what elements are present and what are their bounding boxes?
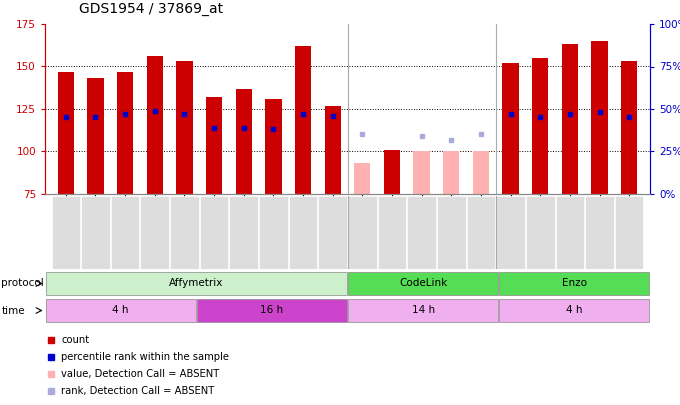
Bar [473,151,489,194]
Text: Enzo: Enzo [562,278,587,288]
Bar [466,196,495,269]
Bar [348,196,377,269]
Bar [87,79,103,194]
Bar [197,299,347,322]
Bar [499,299,649,322]
Bar [532,58,549,194]
Bar [46,272,347,295]
Bar [585,196,614,269]
Bar [289,196,318,269]
Bar [562,45,578,194]
Text: Affymetrix: Affymetrix [169,278,224,288]
Bar [437,196,466,269]
Text: 14 h: 14 h [411,305,435,315]
Bar [176,62,192,194]
Bar [235,89,252,194]
Bar [526,196,554,269]
Text: 16 h: 16 h [260,305,284,315]
Text: 4 h: 4 h [112,305,129,315]
Bar [413,151,430,194]
Bar [46,299,196,322]
Bar [206,97,222,194]
Bar [170,196,199,269]
Bar [111,196,139,269]
Text: CodeLink: CodeLink [399,278,447,288]
Bar [556,196,584,269]
Text: percentile rank within the sample: percentile rank within the sample [61,352,229,362]
Bar [378,196,406,269]
Bar [200,196,228,269]
Bar [503,63,519,194]
Text: time: time [1,305,25,315]
Bar [443,151,460,194]
Bar [621,62,637,194]
Text: 4 h: 4 h [566,305,583,315]
Bar [229,196,258,269]
Bar [259,196,288,269]
Bar [496,196,525,269]
Bar [52,196,80,269]
Bar [499,272,649,295]
Bar [354,163,371,194]
Bar [348,299,498,322]
Bar [348,272,498,295]
Bar [58,72,74,194]
Bar [141,196,169,269]
Text: GDS1954 / 37869_at: GDS1954 / 37869_at [79,2,223,16]
Bar [295,46,311,194]
Text: protocol: protocol [1,279,44,288]
Bar [318,196,347,269]
Text: rank, Detection Call = ABSENT: rank, Detection Call = ABSENT [61,386,215,396]
Bar [407,196,436,269]
Bar [265,99,282,194]
Bar [324,106,341,194]
Bar [147,56,163,194]
Bar [81,196,109,269]
Bar [615,196,643,269]
Text: count: count [61,335,90,345]
Bar [592,41,608,194]
Text: value, Detection Call = ABSENT: value, Detection Call = ABSENT [61,369,220,379]
Bar [117,72,133,194]
Bar [384,150,400,194]
